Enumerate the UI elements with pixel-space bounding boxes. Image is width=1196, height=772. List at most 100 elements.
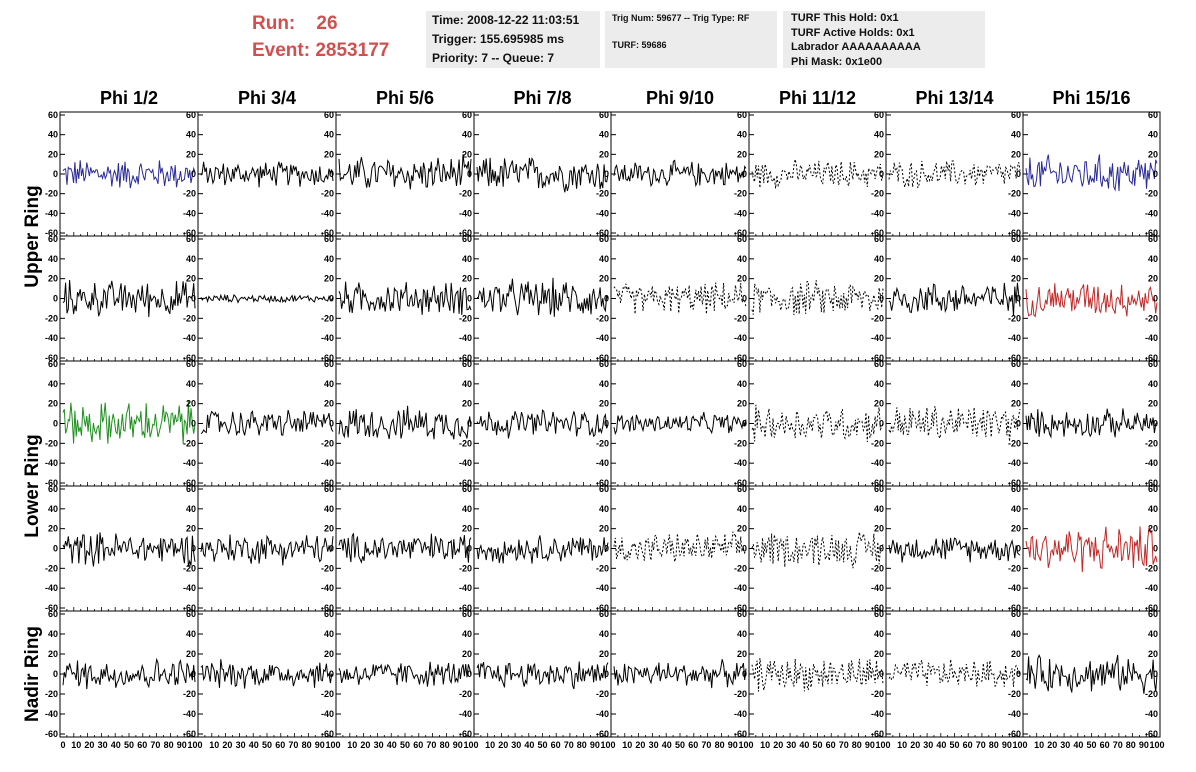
x-tick-label: 30 [511,740,521,750]
waveform-panel [473,485,612,612]
waveform-trace [751,404,884,443]
y-tick-label: 60 [1148,359,1158,369]
y-tick-label: 0 [1016,294,1021,304]
y-tick-label: 40 [48,379,58,389]
y-tick-label: 20 [599,649,609,659]
waveform-panel [59,360,199,487]
y-tick-label: 0 [742,669,747,679]
waveform-trace [476,277,609,317]
column-header: Phi 13/14 [915,88,993,108]
y-tick-label: 60 [599,359,609,369]
panel-frame [59,485,199,612]
y-tick-label: -40 [1145,208,1158,218]
y-tick-label: 0 [604,169,609,179]
x-tick-label: 80 [164,740,174,750]
x-tick-label: 100 [875,740,890,750]
turf-text: TURF: 59686 [612,40,667,50]
y-tick-label: 20 [1011,274,1021,284]
x-tick-label: 30 [236,740,246,750]
y-tick-label: -60 [1008,353,1021,363]
y-tick-label: -20 [183,438,196,448]
x-tick-label: 30 [1060,740,1070,750]
event-value: 2853177 [315,40,390,61]
x-tick-label: 80 [1126,740,1136,750]
y-tick-label: 0 [53,169,58,179]
panel-frame [748,610,887,738]
waveform-panel [1022,485,1161,612]
y-tick-label: -40 [45,583,58,593]
y-tick-label: 60 [324,609,334,619]
y-tick-label: 20 [737,524,747,534]
y-tick-label: -20 [734,438,747,448]
y-tick-label: -60 [734,603,747,613]
y-tick-label: -60 [45,729,58,739]
y-tick-label: 20 [186,649,196,659]
y-tick-label: -40 [459,333,472,343]
y-tick-label: 40 [48,629,58,639]
panel-frame [473,485,612,612]
x-tick-label: 60 [275,740,285,750]
y-tick-label: 20 [1011,524,1021,534]
y-tick-label: 40 [737,254,747,264]
y-tick-label: 0 [191,419,196,429]
y-tick-label: -60 [1008,729,1021,739]
y-tick-label: -60 [871,478,884,488]
x-tick-label: 70 [976,740,986,750]
y-tick-label: 40 [737,130,747,140]
turf-info-box: TURF This Hold: 0x1 TURF Active Holds: 0… [783,11,985,68]
y-tick-label: 60 [599,110,609,120]
x-tick-label: 20 [635,740,645,750]
x-tick-label: 10 [622,740,632,750]
y-tick-label: 20 [737,149,747,159]
y-tick-label: -20 [183,563,196,573]
waveform-trace [62,532,196,567]
waveform-trace [613,159,747,188]
y-tick-label: -40 [459,458,472,468]
y-tick-label: -40 [734,208,747,218]
waveform-panel [197,610,337,738]
y-tick-label: 40 [1148,629,1158,639]
x-tick-label: 50 [400,740,410,750]
x-tick-label: 90 [177,740,187,750]
x-tick-label: 70 [426,740,436,750]
y-tick-label: -20 [734,563,747,573]
y-tick-label: 20 [1011,649,1021,659]
y-tick-label: 20 [1011,149,1021,159]
x-tick-label: 20 [222,740,232,750]
y-tick-label: -20 [45,313,58,323]
y-tick-label: 60 [462,234,472,244]
waveform-panel [59,111,199,237]
y-tick-label: 0 [53,544,58,554]
y-tick-label: 40 [48,254,58,264]
y-tick-label: -20 [459,563,472,573]
x-tick-label: 80 [989,740,999,750]
x-tick-label: 10 [1034,740,1044,750]
waveform-trace [338,533,472,564]
y-tick-label: 60 [1011,234,1021,244]
y-tick-label: 60 [48,484,58,494]
waveform-trace [200,409,334,437]
y-tick-label: 0 [1016,169,1021,179]
y-tick-label: 60 [737,234,747,244]
panel-frame [748,235,887,362]
y-tick-label: 20 [324,274,334,284]
y-tick-label: -20 [596,563,609,573]
y-tick-label: 20 [324,149,334,159]
y-tick-label: -60 [45,353,58,363]
x-tick-label: 70 [839,740,849,750]
y-tick-label: 40 [1011,379,1021,389]
x-tick-label: 10 [485,740,495,750]
y-tick-label: -60 [459,729,472,739]
waveform-panel [197,485,337,612]
y-tick-label: 0 [329,544,334,554]
waveform-panel [748,485,887,612]
y-tick-label: -40 [321,208,334,218]
y-tick-label: 20 [599,274,609,284]
y-tick-label: 40 [324,504,334,514]
y-tick-label: 60 [1148,234,1158,244]
x-tick-label: 90 [590,740,600,750]
y-tick-label: 0 [1153,169,1158,179]
y-tick-label: -20 [321,689,334,699]
y-tick-label: -20 [1008,313,1021,323]
x-tick-label: 40 [799,740,809,750]
